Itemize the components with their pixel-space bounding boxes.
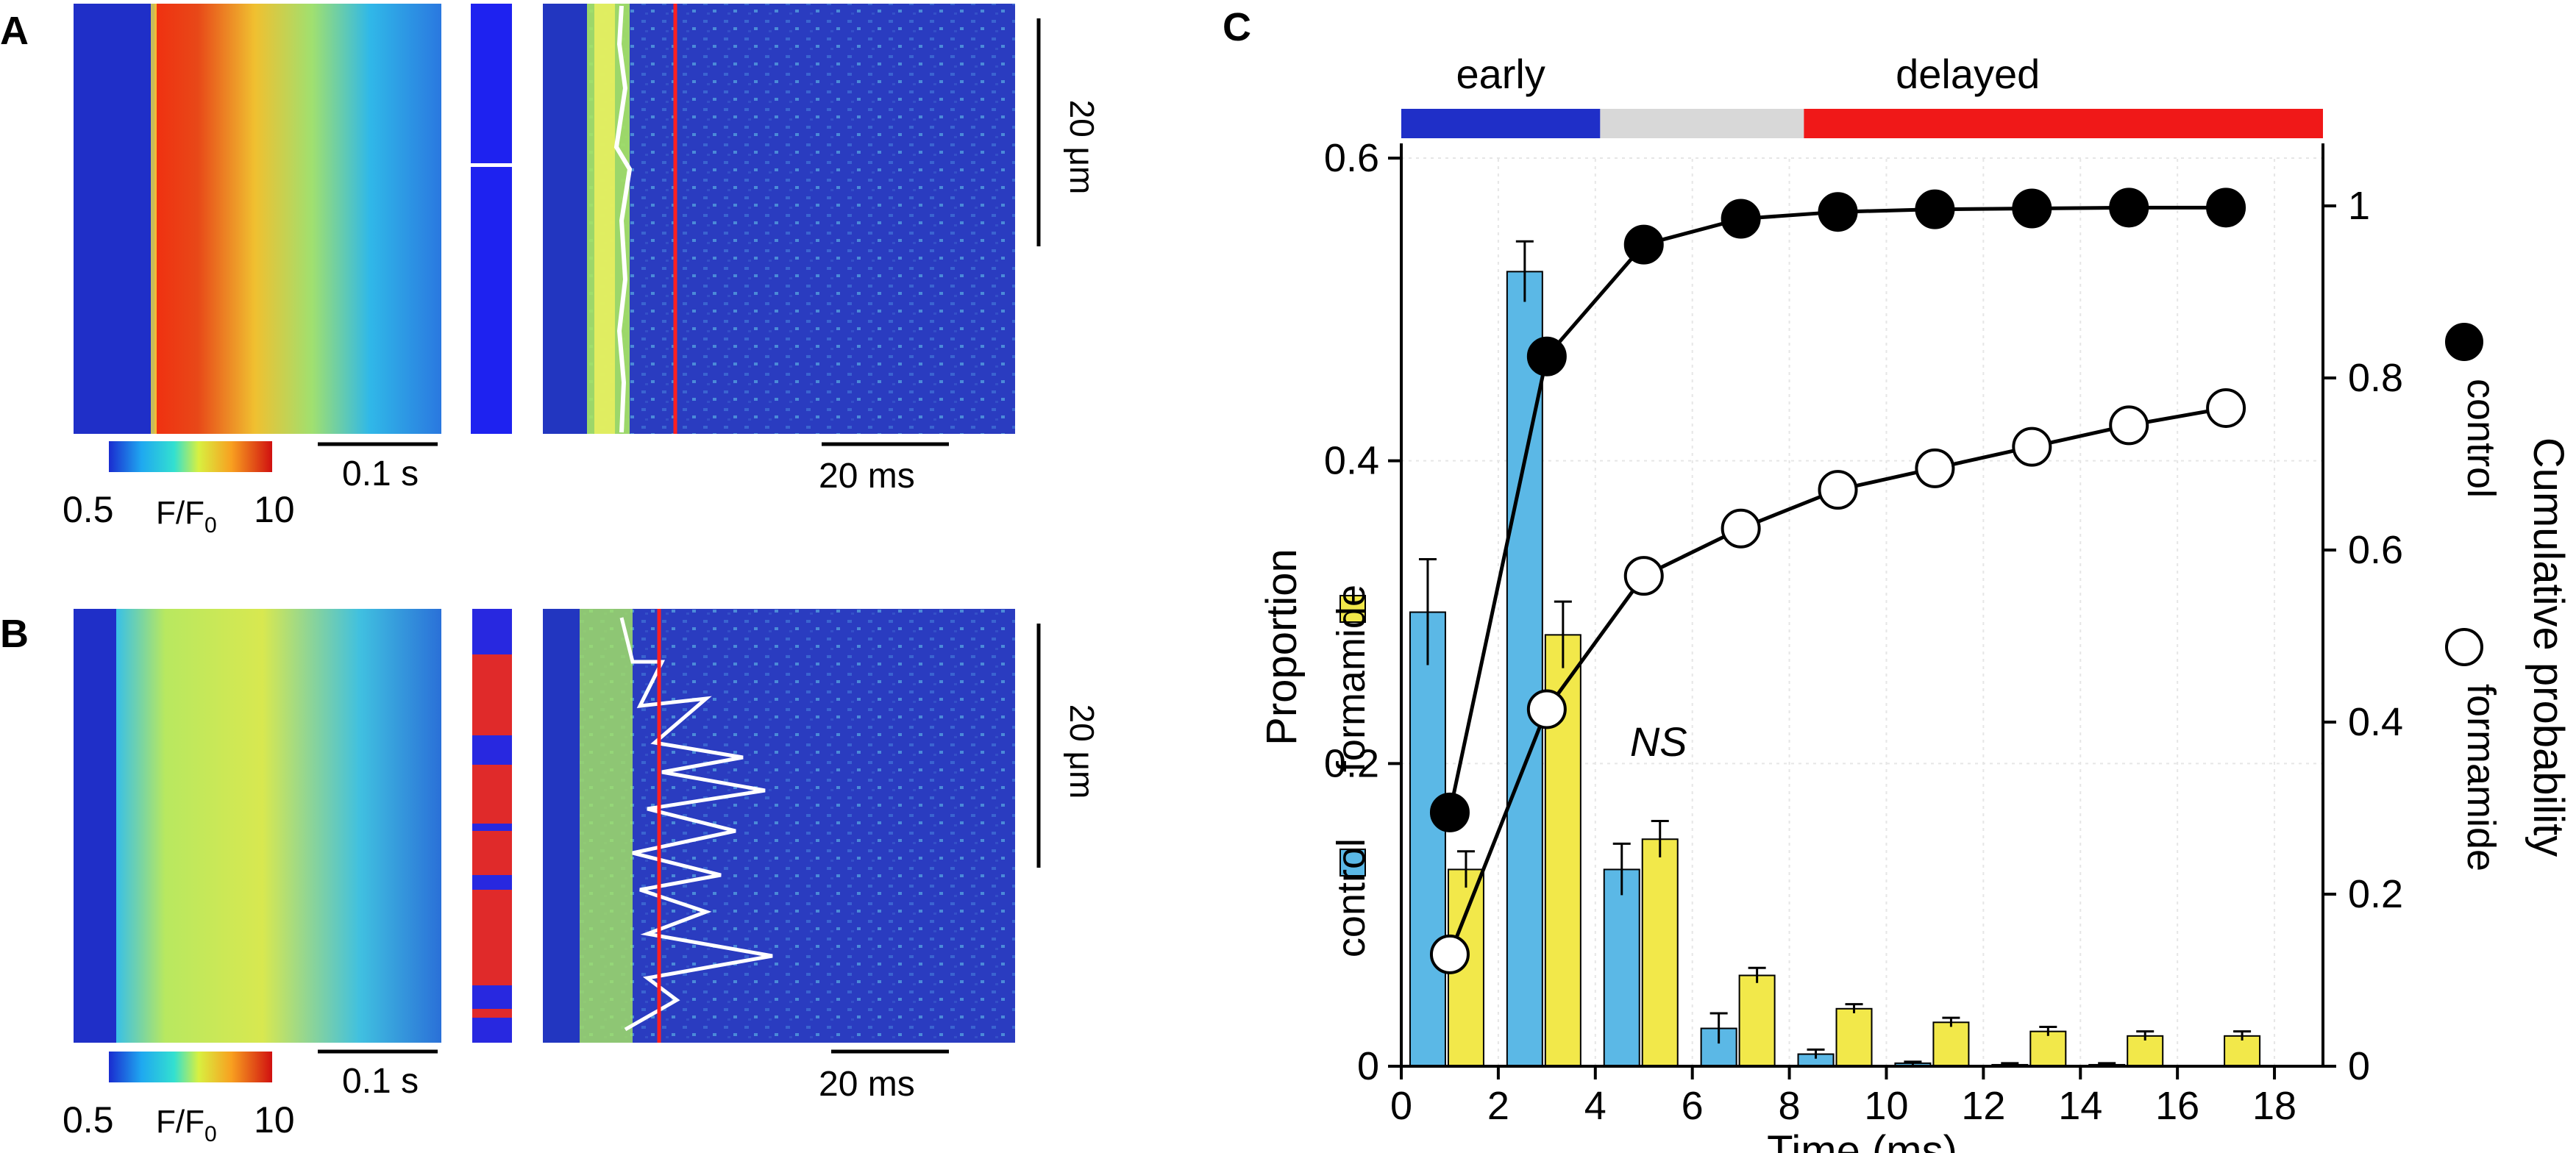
colorbar-max-a: 10 bbox=[254, 489, 295, 530]
panel-label-c: C bbox=[1223, 5, 1251, 49]
zoom-image-a bbox=[543, 4, 1015, 434]
x-tick-label: 12 bbox=[1961, 1084, 2005, 1128]
phase-bar-transition bbox=[1600, 109, 1804, 138]
y-tick-label-right: 0.6 bbox=[2348, 528, 2403, 572]
zoom-time-scale-label-b: 20 ms bbox=[819, 1065, 915, 1104]
y-tick-label-left: 0.2 bbox=[1324, 741, 1379, 785]
cumulative-point-control bbox=[1721, 199, 1761, 239]
x-tick-label: 18 bbox=[2252, 1084, 2296, 1128]
x-tick-label: 0 bbox=[1390, 1084, 1412, 1128]
colorbar-min-b: 0.5 bbox=[63, 1099, 114, 1140]
cumulative-point-control bbox=[2206, 188, 2246, 228]
legend-marker-formamide bbox=[2445, 628, 2483, 666]
zoom-image-b bbox=[543, 609, 1015, 1043]
latency-trace-b bbox=[619, 617, 773, 1032]
y-tick-label-right: 0.2 bbox=[2348, 872, 2403, 916]
colorbar-a bbox=[109, 441, 272, 472]
cumulative-point-control bbox=[2109, 188, 2149, 228]
bar-formamide bbox=[1835, 1007, 1873, 1067]
cumulative-point-control bbox=[1818, 192, 1858, 232]
y-tick-label-left: 0 bbox=[1357, 1044, 1379, 1088]
panel-a: A 20 μm 0.1 s 20 ms 0.5 bbox=[0, 4, 1101, 538]
legend-label-control: control bbox=[1329, 838, 1373, 957]
bar-control bbox=[1409, 611, 1446, 1067]
y-tick-label-right: 0.8 bbox=[2348, 356, 2403, 400]
cumulative-point-formamide bbox=[1915, 448, 1955, 488]
cumulative-point-control bbox=[1526, 336, 1567, 376]
colorbar-max-b: 10 bbox=[254, 1099, 295, 1140]
colorbar-b bbox=[109, 1052, 272, 1082]
cumulative-point-formamide bbox=[1526, 689, 1567, 729]
bar-formamide bbox=[1641, 838, 1679, 1067]
y-tick-label-right: 1 bbox=[2348, 184, 2370, 228]
legend-swatch-control bbox=[1339, 849, 1366, 877]
cumulative-point-formamide bbox=[1721, 508, 1761, 549]
x-tick-label: 10 bbox=[1864, 1084, 1908, 1128]
legend-label-formamide: formamide bbox=[1329, 585, 1373, 772]
spark-bar-a bbox=[471, 4, 512, 434]
x-tick-label: 14 bbox=[2058, 1084, 2102, 1128]
linescan-image-b bbox=[74, 609, 441, 1043]
cumulative-point-formamide bbox=[2206, 388, 2246, 428]
cumulative-point-formamide bbox=[1623, 556, 1664, 596]
x-axis-label: Time (ms) bbox=[1767, 1127, 1957, 1153]
cumulative-point-control bbox=[1623, 224, 1664, 265]
space-scale-label-b: 20 μm bbox=[1063, 704, 1101, 799]
phase-bar-delayed bbox=[1804, 109, 2323, 138]
panel-label-a: A bbox=[0, 9, 29, 53]
x-tick-label: 2 bbox=[1487, 1084, 1509, 1128]
y-tick-label-right: 0.4 bbox=[2348, 700, 2403, 744]
linescan-image-a bbox=[74, 4, 441, 434]
legend-label-cumulative-formamide: formamide bbox=[2459, 684, 2503, 871]
bar-formamide bbox=[2127, 1035, 2164, 1068]
phase-label-early: early bbox=[1456, 51, 1545, 97]
legend-marker-control bbox=[2445, 323, 2483, 361]
y-tick-label-right: 0 bbox=[2348, 1044, 2370, 1088]
x-tick-label: 6 bbox=[1682, 1084, 1704, 1128]
space-scale-label-a: 20 μm bbox=[1063, 100, 1101, 195]
legend-swatch-formamide bbox=[1339, 595, 1366, 623]
panel-b: B 20 μm 0.1 s 20 ms 0.5 F/F0 bbox=[0, 609, 1101, 1146]
panel-label-b: B bbox=[0, 612, 29, 656]
zoom-time-scale-label-a: 20 ms bbox=[819, 457, 915, 496]
latency-trace-a bbox=[613, 5, 633, 433]
cumulative-point-formamide bbox=[1429, 934, 1470, 974]
y-tick-label-left: 0.6 bbox=[1324, 136, 1379, 180]
y-axis-label-right: Cumulative probability bbox=[2525, 438, 2572, 857]
x-tick-label: 16 bbox=[2155, 1084, 2199, 1128]
cumulative-latency-chart: early delayed 0 2 4 6 8 10 12 14 16 18 0 0.2 0.4 0.6 0 0.… bbox=[1258, 51, 2572, 1153]
phase-bar-early bbox=[1401, 109, 1601, 138]
colorbar-min-a: 0.5 bbox=[63, 489, 114, 530]
cumulative-point-control bbox=[2012, 188, 2052, 229]
cumulative-point-formamide bbox=[2012, 426, 2052, 467]
cumulative-point-formamide bbox=[2109, 405, 2149, 446]
time-scale-label-a: 0.1 s bbox=[342, 454, 419, 493]
y-axis-label-left: Proportion bbox=[1258, 549, 1306, 746]
colorbar-label-a: F/F0 bbox=[156, 495, 217, 538]
x-tick-label: 4 bbox=[1584, 1084, 1607, 1128]
bar-control bbox=[1603, 868, 1640, 1067]
time-scale-label-b: 0.1 s bbox=[342, 1062, 419, 1101]
bar-formamide bbox=[1738, 974, 1776, 1067]
cumulative-point-formamide bbox=[1818, 470, 1858, 510]
y-tick-label-left: 0.4 bbox=[1324, 439, 1379, 483]
bar-formamide bbox=[2224, 1035, 2261, 1068]
bar-control bbox=[1506, 271, 1543, 1067]
bar-formamide bbox=[1932, 1021, 1970, 1068]
colorbar-label-b: F/F0 bbox=[156, 1104, 217, 1146]
spark-bar-b bbox=[472, 609, 512, 1043]
legend-label-cumulative-control: control bbox=[2459, 379, 2503, 498]
phase-label-delayed: delayed bbox=[1896, 51, 2040, 97]
cumulative-point-control bbox=[1429, 792, 1470, 832]
bar-formamide bbox=[2029, 1030, 2067, 1067]
x-tick-label: 8 bbox=[1779, 1084, 1801, 1128]
annotation-ns: NS bbox=[1630, 718, 1687, 765]
cumulative-point-control bbox=[1915, 189, 1955, 229]
